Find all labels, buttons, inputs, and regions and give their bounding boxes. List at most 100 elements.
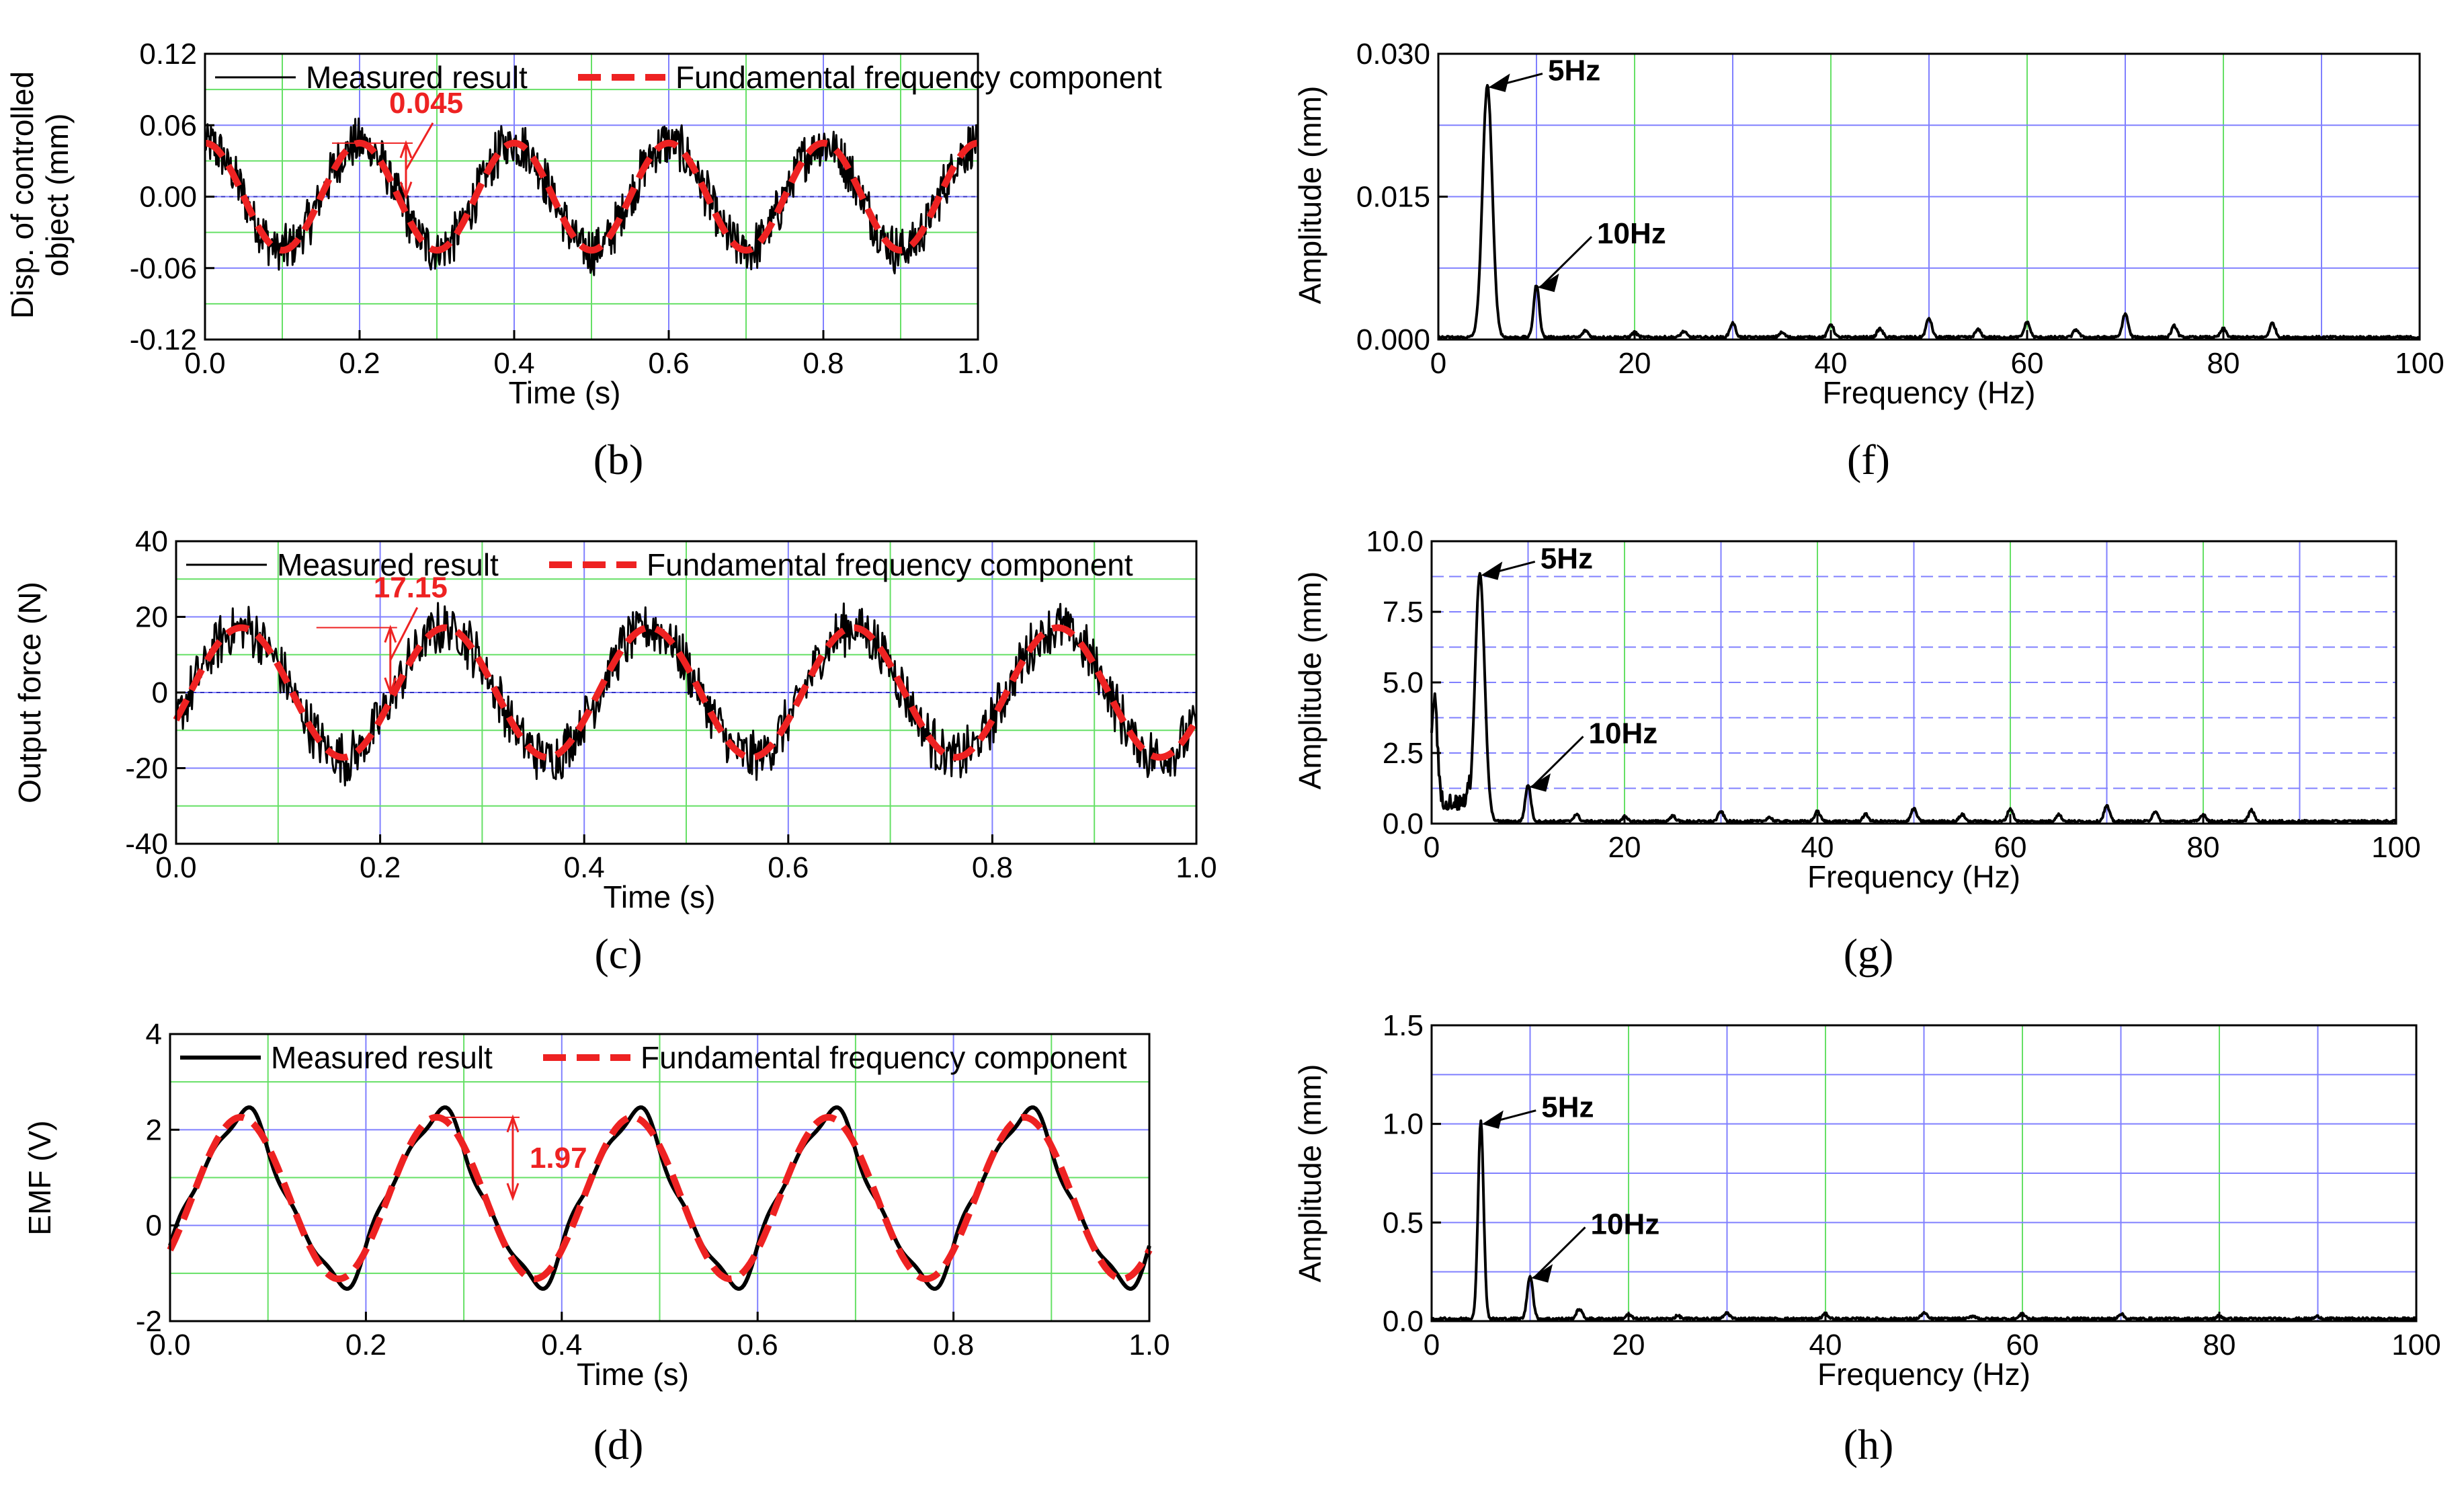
x-tick-label: 0	[1430, 347, 1446, 380]
x-tick-label: 40	[1815, 347, 1848, 380]
y-tick-label: 0.015	[1356, 181, 1430, 214]
chart-g: 5Hz 10Hz 0 20 40 60 80 100 0.0 2.5 5.0 7.5 10.0 Frequ…	[1292, 525, 2421, 978]
y-tick-label: 0.000	[1356, 323, 1430, 356]
annotation-arrowheads	[384, 625, 397, 696]
y-tick-label: 0.12	[139, 38, 197, 71]
peak-arrowhead	[1537, 273, 1559, 292]
x-axis-label: Frequency (Hz)	[1807, 859, 2020, 894]
x-tick-label: 0.8	[933, 1329, 974, 1361]
spectrum-line	[1430, 571, 2397, 824]
x-tick-label: 20	[1612, 1329, 1645, 1361]
peak-arrowhead	[1481, 1110, 1504, 1129]
x-axis-label: Time (s)	[509, 375, 621, 410]
legend-fundamental-label: Fundamental frequency component	[641, 1040, 1127, 1075]
peak-label-10Hz: 10Hz	[1591, 1208, 1660, 1240]
peak-arrowhead	[1481, 561, 1503, 580]
y-tick-label: 1.0	[1383, 1108, 1424, 1141]
x-tick-label: 40	[1809, 1329, 1842, 1361]
x-tick-label: 0.6	[737, 1329, 778, 1361]
chart-f: 5Hz 10Hz 0 20 40 60 80 100 0.000 0.015 0.030 Freque…	[1292, 38, 2445, 483]
y-tick-label: 10.0	[1366, 525, 1424, 558]
legend-measured-label: Measured result	[306, 60, 528, 95]
y-tick-label: -0.06	[130, 252, 197, 285]
y-axis-label: Amplitude (mm)	[1292, 86, 1327, 305]
panel-label-h: (h)	[1844, 1421, 1894, 1468]
x-tick-label: 0.8	[803, 347, 844, 380]
y-axis-label: Disp. of controlled	[5, 71, 40, 319]
y-tick-label: -20	[125, 752, 168, 785]
x-tick-label: 100	[2395, 347, 2444, 380]
x-tick-label: 1.0	[1128, 1329, 1169, 1361]
annotation-leader	[405, 122, 434, 171]
x-tick-label: 0.6	[768, 851, 809, 884]
x-tick-label: 0.2	[339, 347, 380, 380]
panel-label-f: (f)	[1847, 436, 1890, 483]
x-tick-label: 80	[2207, 347, 2240, 380]
x-tick-label: 0.0	[155, 851, 196, 884]
fundamental-series-line	[173, 624, 1200, 761]
y-tick-label: 0.00	[139, 181, 197, 214]
panel-label-g: (g)	[1844, 930, 1894, 978]
peak-label-10Hz: 10Hz	[1589, 717, 1658, 750]
y-tick-label: 1.5	[1383, 1009, 1424, 1042]
peak-label-10Hz: 10Hz	[1597, 217, 1666, 250]
panel-label-d: (d)	[593, 1421, 644, 1468]
chart-h: 5Hz 10Hz 0 20 40 60 80 100 0.0 0.5 1.0 1.5 Frequency…	[1292, 1009, 2441, 1468]
x-tick-label: 0.6	[648, 347, 689, 380]
x-tick-label: 1.0	[1176, 851, 1217, 884]
legend-measured-label: Measured result	[271, 1040, 493, 1075]
y-tick-label: -40	[125, 828, 168, 861]
y-axis-label: Amplitude (mm)	[1292, 1064, 1327, 1283]
peak-arrow-line	[1533, 1226, 1586, 1279]
x-tick-label: 0.2	[360, 851, 401, 884]
fundamental-series-line	[167, 1113, 1153, 1283]
spectrum-line	[1430, 1119, 2418, 1322]
x-tick-label: 0.2	[345, 1329, 386, 1361]
plot-frame	[1430, 1024, 2418, 1322]
y-tick-label: 20	[135, 601, 168, 634]
peak-label-5Hz: 5Hz	[1541, 542, 1593, 575]
annotation-value: 0.045	[389, 87, 463, 120]
peak-arrow-line	[1531, 736, 1584, 788]
annotation-value: 1.97	[530, 1142, 587, 1175]
x-axis-label: Frequency (Hz)	[1817, 1357, 2030, 1392]
peak-arrowhead	[1531, 1264, 1553, 1283]
annotation-arrowheads	[506, 1114, 520, 1201]
y-tick-label: 0.0	[1383, 1305, 1424, 1338]
y-tick-label: 2.5	[1383, 737, 1424, 770]
x-tick-label: 0.4	[493, 347, 534, 380]
x-axis-label: Time (s)	[604, 879, 716, 914]
x-tick-label: 0	[1424, 831, 1440, 864]
x-tick-label: 20	[1608, 831, 1641, 864]
y-tick-label: 2	[146, 1113, 162, 1146]
legend-measured-label: Measured result	[277, 547, 499, 582]
x-tick-label: 40	[1801, 831, 1834, 864]
chart-d: 1.97 Measured result Fundamental frequency…	[22, 1018, 1170, 1468]
x-tick-label: 80	[2203, 1329, 2236, 1361]
y-tick-label: 0.030	[1356, 38, 1430, 71]
y-tick-label: -2	[136, 1305, 162, 1338]
x-axis-label: Frequency (Hz)	[1823, 375, 2036, 410]
panel-label-b: (b)	[593, 436, 644, 483]
y-axis-label: EMF (V)	[22, 1120, 57, 1235]
y-tick-label: 5.0	[1383, 666, 1424, 699]
x-tick-label: 100	[2391, 1329, 2440, 1361]
x-axis-label: Time (s)	[577, 1357, 689, 1392]
x-tick-label: 0.4	[541, 1329, 582, 1361]
y-tick-label: 0	[146, 1210, 162, 1242]
fundamental-series-line	[204, 139, 979, 254]
legend-fundamental-label: Fundamental frequency component	[647, 547, 1133, 582]
x-tick-label: 0.0	[184, 347, 225, 380]
spectrum-line	[1438, 83, 2420, 340]
y-axis-label: object (mm)	[40, 114, 75, 277]
x-tick-label: 1.0	[957, 347, 998, 380]
x-tick-label: 60	[2011, 347, 2044, 380]
peak-label-5Hz: 5Hz	[1541, 1091, 1594, 1124]
y-tick-label: 40	[135, 525, 168, 558]
annotation-leader	[389, 606, 419, 661]
y-tick-label: 0.06	[139, 109, 197, 142]
x-tick-label: 0	[1424, 1329, 1440, 1361]
